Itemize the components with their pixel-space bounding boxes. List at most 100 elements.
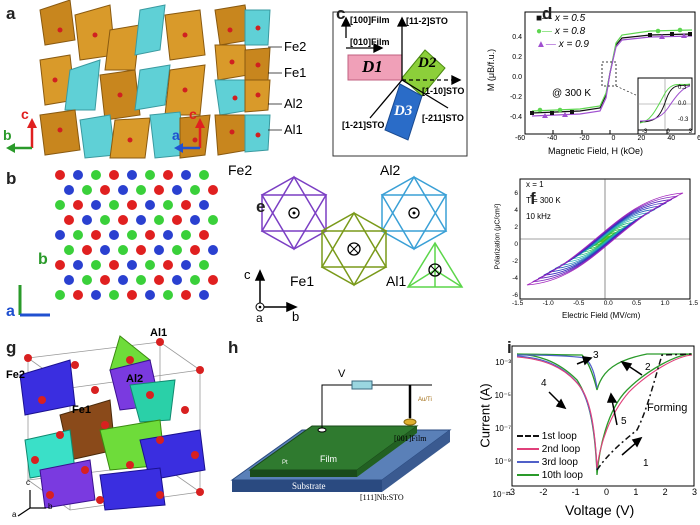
atom bbox=[172, 275, 182, 285]
inset-xticks: -3 0 3 bbox=[642, 129, 692, 135]
h-auti: Au/Ti bbox=[418, 397, 432, 403]
atom bbox=[64, 215, 74, 225]
atom bbox=[163, 230, 173, 240]
device-schematic bbox=[230, 380, 452, 492]
al1-polyhedron bbox=[406, 241, 464, 288]
atom bbox=[118, 245, 128, 255]
panel-e: e Fe2 Al2 bbox=[228, 162, 470, 325]
e-site-al1: Al1 bbox=[386, 273, 407, 289]
panel-g-cell bbox=[17, 335, 206, 517]
domain-d3: D3 bbox=[394, 103, 413, 119]
axis-c-right: c bbox=[189, 106, 197, 122]
atom bbox=[55, 230, 65, 240]
site-label-fe2: Fe2 bbox=[284, 39, 307, 54]
axis-a-right: a bbox=[172, 127, 180, 143]
atom bbox=[100, 185, 110, 195]
axis-b-label: b bbox=[38, 251, 48, 268]
atom bbox=[64, 185, 74, 195]
atom bbox=[118, 275, 128, 285]
atom bbox=[190, 275, 200, 285]
atom bbox=[55, 290, 65, 300]
atom bbox=[91, 230, 101, 240]
atom bbox=[100, 245, 110, 255]
pe-notes: x = 1 T = 300 K 10 kHz bbox=[526, 179, 561, 223]
atom bbox=[82, 245, 92, 255]
ytick: -0.4 bbox=[509, 114, 522, 121]
panel-i: i Current (A) Voltage (V) -3 -2 -1 0 1 2 3 10⁻… bbox=[457, 330, 700, 520]
h-substrate: Substrate bbox=[292, 481, 326, 491]
mh-yticks: 0.4 0.2 0.0 -0.2 -0.4 bbox=[502, 28, 522, 128]
panel-c-domains bbox=[332, 11, 468, 157]
panel-a-structure bbox=[6, 0, 282, 159]
e-axes bbox=[254, 269, 298, 313]
domain-d1: D1 bbox=[362, 57, 383, 76]
atom bbox=[199, 170, 209, 180]
atom bbox=[118, 215, 128, 225]
panel-c: c [100]Film [010]Film [11-2]STO [1-10]ST… bbox=[330, 0, 470, 160]
al2-polyhedron bbox=[380, 175, 448, 251]
panel-a: a bbox=[0, 0, 330, 160]
atom bbox=[55, 200, 65, 210]
xtick: -40 bbox=[547, 135, 558, 142]
atom bbox=[199, 260, 209, 270]
atom bbox=[208, 245, 218, 255]
iv-arrow-2: 2 bbox=[645, 362, 651, 373]
panel-label-b: b bbox=[6, 169, 17, 188]
polyhedra-right bbox=[214, 4, 271, 156]
pe-loop bbox=[543, 202, 667, 276]
atom bbox=[136, 215, 146, 225]
atom bbox=[199, 200, 209, 210]
atom bbox=[145, 170, 155, 180]
mh-annotation: @ 300 K bbox=[552, 88, 592, 99]
site-label-fe1: Fe1 bbox=[284, 65, 307, 80]
mh-ylabel: M (μB/f.u.) bbox=[486, 48, 496, 92]
dir-1-21sto: [1-21]STO bbox=[342, 120, 385, 130]
panel-label-g: g bbox=[6, 338, 17, 357]
g-site-al1: Al1 bbox=[150, 327, 168, 339]
atom bbox=[163, 170, 173, 180]
note: T = 300 K bbox=[526, 196, 561, 205]
atom bbox=[190, 215, 200, 225]
panel-label-f: f bbox=[530, 189, 536, 208]
panel-label-c: c bbox=[336, 4, 346, 23]
legend-item: 10th loop bbox=[517, 469, 583, 482]
panel-f: f x = 1 T = 300 K 10 kHz Polarization (μ… bbox=[470, 165, 700, 325]
legend-item: ▲— x = 0.9 bbox=[536, 39, 589, 50]
e-site-fe2: Fe2 bbox=[228, 162, 253, 178]
atom bbox=[127, 260, 137, 270]
legend-item: ■— x = 0.5 bbox=[536, 13, 586, 24]
atom bbox=[199, 290, 209, 300]
fe2-polyhedron bbox=[260, 175, 328, 251]
atom bbox=[208, 185, 218, 195]
panel-e-polyhedra bbox=[254, 175, 464, 313]
atom bbox=[91, 290, 101, 300]
xtick: 20 bbox=[637, 135, 646, 142]
atom bbox=[127, 170, 137, 180]
atom bbox=[145, 260, 155, 270]
legend-item: 1st loop bbox=[517, 430, 583, 443]
e-site-al2: Al2 bbox=[380, 162, 401, 178]
atom bbox=[172, 215, 182, 225]
ytick: -0.2 bbox=[509, 94, 522, 101]
atom bbox=[136, 185, 146, 195]
atom bbox=[190, 185, 200, 195]
pe-yticks: 6 4 2 0 -2 -4 -6 bbox=[512, 190, 518, 299]
h-pt: Pt bbox=[282, 460, 288, 466]
panel-label-i: i bbox=[507, 338, 512, 357]
atom bbox=[127, 200, 137, 210]
atom bbox=[181, 170, 191, 180]
panel-d: d M (μB/f.u.) Magnetic Field, H (kOe) @ … bbox=[470, 0, 700, 160]
inset-yticks: 0.3 0.0 -0.3 bbox=[678, 85, 689, 123]
atom bbox=[172, 245, 182, 255]
panel-h: h V Film Substrate [001]Film [111]Nb:STO… bbox=[222, 330, 457, 520]
pe-loop bbox=[526, 192, 684, 286]
atom bbox=[91, 170, 101, 180]
panel-g: g Al1 Fe2 Al2 Fe1 c a b bbox=[0, 327, 215, 520]
e-axis-b: b bbox=[292, 309, 300, 324]
xtick: 0 bbox=[611, 135, 616, 142]
pe-plot bbox=[519, 178, 691, 300]
iv-legend: 1st loop 2nd loop 3rd loop 10th loop bbox=[517, 430, 583, 482]
axis-c-left: c bbox=[21, 106, 29, 122]
pe-ylabel: Polarization (μC/cm²) bbox=[494, 203, 502, 270]
iv-forming: Forming bbox=[647, 402, 688, 414]
